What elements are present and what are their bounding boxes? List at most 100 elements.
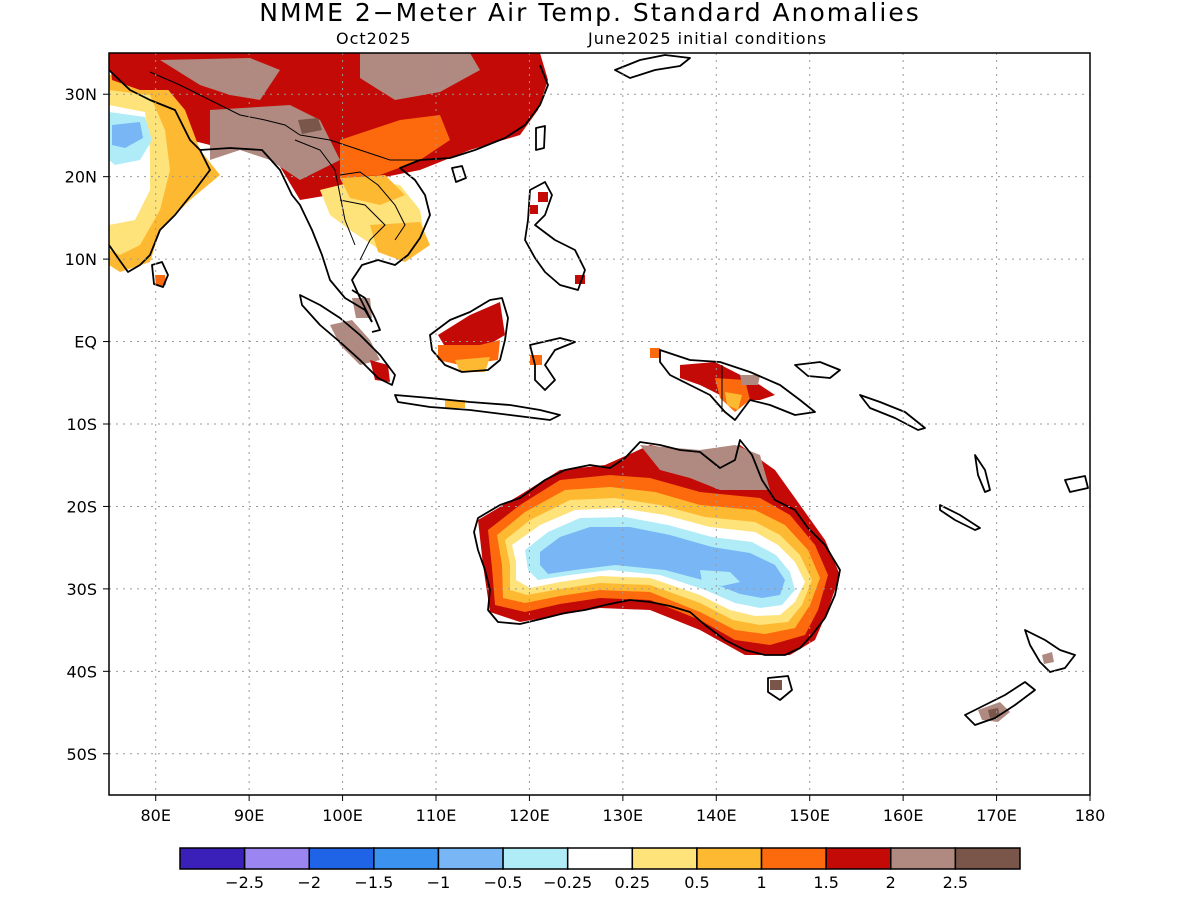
- colorbar-swatch: [243, 847, 310, 870]
- border-laos: [339, 171, 406, 241]
- field-china-brown: [160, 58, 280, 100]
- colorbar-label: −1.5: [354, 873, 393, 892]
- lat-tick-label: EQ: [74, 333, 97, 352]
- colorbar-swatch: [954, 847, 1021, 870]
- lon-tick-label: 160E: [883, 806, 924, 825]
- colorbar-label: −0.25: [543, 873, 592, 892]
- colorbar-label: 0.25: [614, 873, 650, 892]
- lon-tick-label: 80E: [140, 806, 170, 825]
- field-china-orange: [340, 115, 450, 178]
- coast-hainan: [451, 165, 467, 183]
- field-halmahera: [650, 348, 660, 358]
- colorbar-label: 1.5: [813, 873, 838, 892]
- colorbar-label: 2.5: [943, 873, 968, 892]
- field-sumatra-red: [370, 360, 390, 382]
- field-india-blue-2: [112, 122, 143, 148]
- coast-vanuatu: [974, 454, 991, 493]
- field-australia-darkbrown: [770, 680, 782, 690]
- coast-srilanka: [151, 261, 169, 288]
- colorbar-swatch: [566, 847, 634, 870]
- coast-bay-bengal: [199, 147, 373, 323]
- longitude-labels: 80E 90E 100E 110E 120E 130E 140E 150E 160E 170E 18…: [140, 795, 1105, 825]
- colorbar-swatch: [631, 847, 698, 870]
- field-philippines-red: [538, 192, 548, 202]
- anomaly-fields: [109, 53, 1054, 722]
- field-indochina-amber-2: [370, 222, 430, 262]
- lon-tick-label: 100E: [322, 806, 363, 825]
- colorbar-swatch: [502, 847, 569, 870]
- lat-tick-label: 20S: [66, 497, 97, 516]
- border-himalaya: [149, 71, 301, 136]
- field-png-brown: [740, 375, 760, 385]
- coast-java: [394, 394, 561, 421]
- colorbar-label: −2.5: [225, 873, 264, 892]
- country-borders: [149, 71, 723, 412]
- border-thailand: [339, 199, 386, 261]
- coast-new-britain: [794, 361, 841, 379]
- coastlines: [109, 54, 1089, 726]
- lon-tick-label: 180: [1075, 806, 1106, 825]
- coast-malay: [351, 289, 381, 333]
- map-title: NMME 2−Meter Air Temp. Standard Anomalie…: [259, 0, 921, 27]
- initial-conditions: June2025 initial conditions: [588, 29, 828, 48]
- field-sumatra-brown: [330, 320, 380, 365]
- coast-sumatra: [299, 294, 396, 386]
- graticule: [109, 53, 1090, 795]
- colorbar-label: −2: [297, 873, 321, 892]
- field-nz-dark: [988, 708, 1000, 718]
- field-india-red: [110, 60, 170, 90]
- lat-tick-label: 50S: [66, 745, 97, 764]
- field-philippines-red-2: [530, 205, 538, 214]
- coast-tasmania: [767, 675, 793, 701]
- coast-borneo: [429, 297, 509, 373]
- lat-tick-label: 40S: [66, 662, 97, 681]
- coast-philippines: [524, 181, 586, 291]
- coast-taiwan: [535, 125, 546, 151]
- latitude-labels: 30N 20N 10N EQ 10S 20S 30S 40S 50S: [65, 85, 109, 764]
- field-dark-brown: [298, 118, 322, 134]
- field-java: [445, 400, 465, 408]
- coast-japan: [614, 54, 691, 79]
- lat-tick-label: 30N: [65, 85, 97, 104]
- lat-tick-label: 30S: [66, 580, 97, 599]
- lon-tick-label: 130E: [603, 806, 644, 825]
- border-myanmar: [294, 139, 356, 246]
- coast-sulawesi: [529, 337, 576, 391]
- forecast-month: Oct2025: [336, 29, 412, 48]
- coast-australia: [473, 439, 841, 656]
- field-borneo-amber: [455, 357, 490, 372]
- coast-asia: [109, 69, 211, 273]
- colorbar-swatch: [437, 847, 504, 870]
- lat-tick-label: 20N: [65, 168, 97, 187]
- colorbar-swatch: [760, 847, 827, 870]
- lon-tick-label: 150E: [789, 806, 830, 825]
- colorbar-swatch: [308, 847, 375, 870]
- colorbar-label: −0.5: [484, 873, 523, 892]
- colorbar-swatch: [825, 847, 892, 870]
- field-sulawesi: [530, 355, 542, 365]
- colorbar-label: 2: [886, 873, 896, 892]
- field-tibet-brown: [360, 53, 480, 100]
- lon-tick-label: 120E: [509, 806, 550, 825]
- colorbar-label: 1: [756, 873, 766, 892]
- lon-tick-label: 110E: [416, 806, 457, 825]
- colorbar-swatch: [179, 847, 246, 870]
- colorbar-swatch: [373, 847, 440, 870]
- field-australia-brown: [640, 445, 770, 490]
- coast-nz-north: [1024, 629, 1076, 673]
- field-nz-north: [1042, 652, 1054, 664]
- coast-solomons: [859, 394, 926, 431]
- lon-tick-label: 140E: [696, 806, 737, 825]
- lon-tick-label: 90E: [234, 806, 264, 825]
- field-png-amber: [725, 392, 742, 410]
- lon-tick-label: 170E: [976, 806, 1017, 825]
- field-srilanka: [155, 275, 166, 286]
- coast-indochina: [351, 64, 549, 323]
- coast-new-guinea: [659, 349, 816, 421]
- border-china-south: [299, 134, 420, 161]
- colorbar-swatch: [890, 847, 957, 870]
- lat-tick-label: 10S: [66, 415, 97, 434]
- coast-fiji: [1064, 475, 1089, 493]
- lat-tick-label: 10N: [65, 250, 97, 269]
